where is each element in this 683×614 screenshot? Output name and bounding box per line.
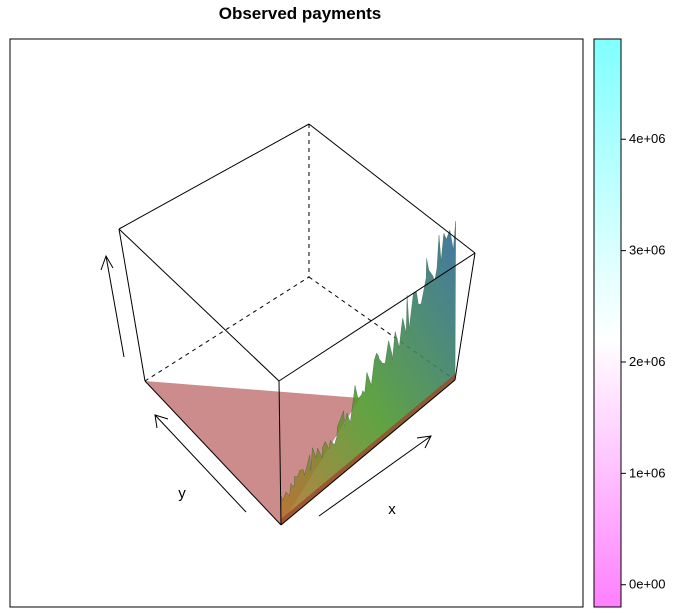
y-axis-label: y <box>178 485 186 502</box>
box-edge <box>118 228 146 382</box>
colorkey-tick-label: 3e+06 <box>629 243 666 258</box>
surface-base <box>281 374 455 525</box>
box-edge <box>278 252 476 382</box>
box-edge <box>118 123 310 230</box>
colorkey-tick-label: 4e+06 <box>629 131 666 146</box>
box-edge <box>454 252 476 381</box>
axis-arrows <box>100 254 432 517</box>
surface-mesh <box>280 221 456 526</box>
colorkey-ticks: 0e+00 1e+06 2e+06 3e+06 4e+06 <box>621 131 666 592</box>
box-edge <box>278 380 282 526</box>
box-hidden-edges <box>144 124 456 382</box>
x-axis-label: x <box>388 501 396 518</box>
colorkey-tick-label: 2e+06 <box>629 354 666 369</box>
colorkey-tick-label: 1e+06 <box>629 465 666 480</box>
colorkey-bar <box>593 38 622 608</box>
y-axis-arrow <box>154 414 247 513</box>
chart-title: Observed payments <box>218 4 382 23</box>
box-edge <box>144 380 282 526</box>
box-edge <box>144 276 310 382</box>
plot-panel <box>9 38 584 608</box>
box-edge <box>280 379 456 526</box>
x-axis-arrow <box>318 435 432 517</box>
surface-ridge <box>280 221 456 526</box>
box-visible-edges <box>118 123 476 526</box>
box-edge <box>308 123 476 254</box>
box-edge <box>118 228 280 382</box>
z-axis-arrow <box>100 254 125 358</box>
box-edge <box>308 276 456 381</box>
surface-floor <box>145 381 360 525</box>
colorkey-tick-label: 0e+00 <box>629 577 666 592</box>
